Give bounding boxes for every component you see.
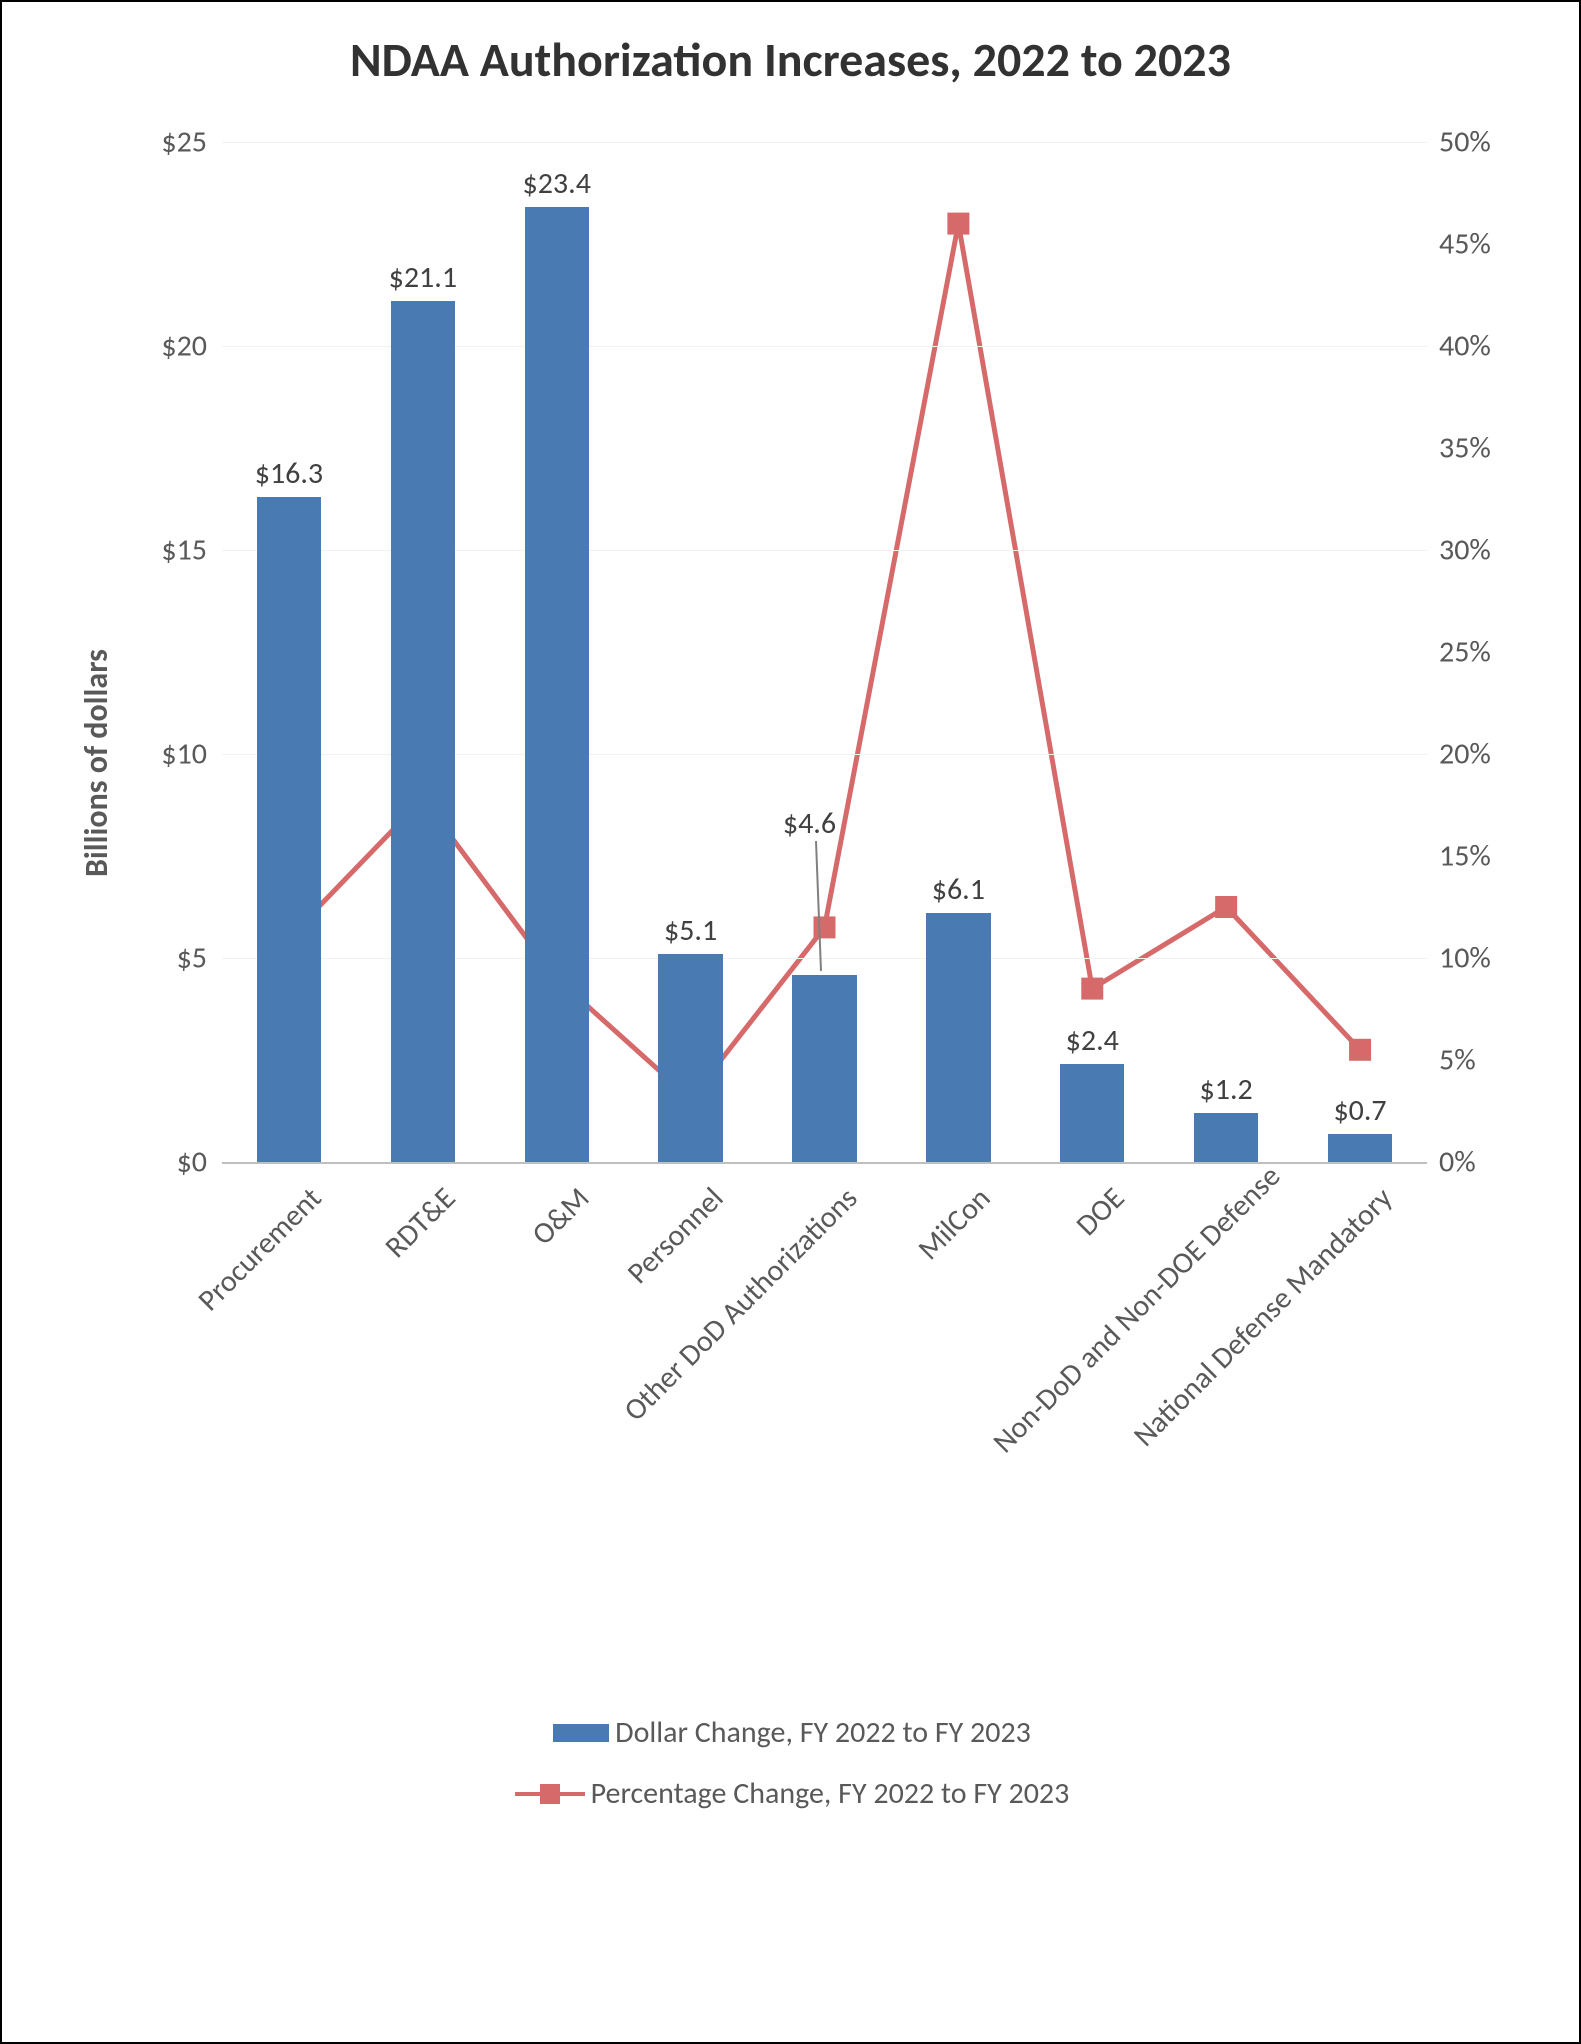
bar [391, 301, 455, 1162]
x-category-label: DOE [852, 1180, 1133, 1461]
bar-data-label: $21.1 [389, 259, 457, 296]
x-category-label: Other DoD Authorizations [584, 1180, 865, 1461]
x-category-label: O&M [316, 1180, 597, 1461]
y-right-tick: 30% [1439, 532, 1491, 569]
legend-item-line: Percentage Change, FY 2022 to FY 2023 [515, 1775, 1070, 1812]
plot-area: $16.3 $21.1 $23.4 $5.1 $4.6 $6.1 $2.4 $1.2 $0.7 [222, 142, 1427, 1162]
y-right-tick: 50% [1439, 124, 1491, 161]
y-right-tick: 45% [1439, 226, 1491, 263]
chart-legend: Dollar Change, FY 2022 to FY 2023 Percen… [42, 1702, 1542, 1824]
bar-data-label: $1.2 [1200, 1071, 1253, 1108]
y-right-tick: 40% [1439, 328, 1491, 365]
bar [525, 207, 589, 1162]
legend-line-label: Percentage Change, FY 2022 to FY 2023 [591, 1775, 1070, 1812]
bar [1060, 1064, 1124, 1162]
bar-data-label: $5.1 [664, 912, 717, 949]
legend-item-bar: Dollar Change, FY 2022 to FY 2023 [553, 1714, 1031, 1751]
callout-leader [815, 841, 821, 971]
line-series-marker [1349, 1039, 1371, 1061]
bar-data-label: $23.4 [523, 165, 591, 202]
chart-area: $16.3$21.1$23.4$5.1$4.6$6.1$2.4$1.2$0.7 … [42, 107, 1542, 1987]
chart-frame: NDAA Authorization Increases, 2022 to 20… [0, 0, 1581, 2044]
gridline [222, 142, 1427, 143]
chart-title: NDAA Authorization Increases, 2022 to 20… [42, 32, 1539, 87]
line-series-marker [1215, 896, 1237, 918]
y-right-tick: 15% [1439, 838, 1491, 875]
y-right-tick: 0% [1439, 1144, 1476, 1181]
y-right-tick: 25% [1439, 634, 1491, 671]
bar [792, 975, 856, 1163]
bar-data-label: $4.6 [783, 805, 836, 842]
line-series-marker [947, 213, 969, 235]
y-left-tick: $5 [42, 940, 207, 977]
y-left-tick: $25 [42, 124, 207, 161]
x-axis-baseline [222, 1162, 1427, 1164]
x-category-label: MilCon [718, 1180, 999, 1461]
y-left-tick: $15 [42, 532, 207, 569]
bar-data-label: $16.3 [255, 455, 323, 492]
bar-data-label: $2.4 [1066, 1022, 1119, 1059]
legend-line-swatch [515, 1783, 585, 1805]
bar [1328, 1134, 1392, 1163]
line-series-marker [814, 917, 836, 939]
x-category-label: Personnel [450, 1180, 731, 1461]
bar [658, 954, 722, 1162]
legend-bar-swatch [553, 1724, 609, 1742]
y-left-tick: $20 [42, 328, 207, 365]
legend-bar-label: Dollar Change, FY 2022 to FY 2023 [615, 1714, 1031, 1751]
y-right-tick: 5% [1439, 1042, 1476, 1079]
bar-data-label: $0.7 [1333, 1092, 1386, 1129]
x-category-label: Non-DoD and Non-DOE Defense [986, 1180, 1267, 1461]
bar [1194, 1113, 1258, 1162]
y-left-tick: $0 [42, 1144, 207, 1181]
line-series-marker [1081, 978, 1103, 1000]
bar-data-label: $6.1 [932, 871, 985, 908]
y-right-tick: 10% [1439, 940, 1491, 977]
y-right-tick: 35% [1439, 430, 1491, 467]
y-right-tick: 20% [1439, 736, 1491, 773]
x-category-label: RDT&E [182, 1180, 463, 1461]
bar [926, 913, 990, 1162]
y-left-tick: $10 [42, 736, 207, 773]
bar [257, 497, 321, 1162]
x-category-label: Procurement [48, 1180, 329, 1461]
x-category-label: National Defense Mandatory [1119, 1180, 1400, 1461]
